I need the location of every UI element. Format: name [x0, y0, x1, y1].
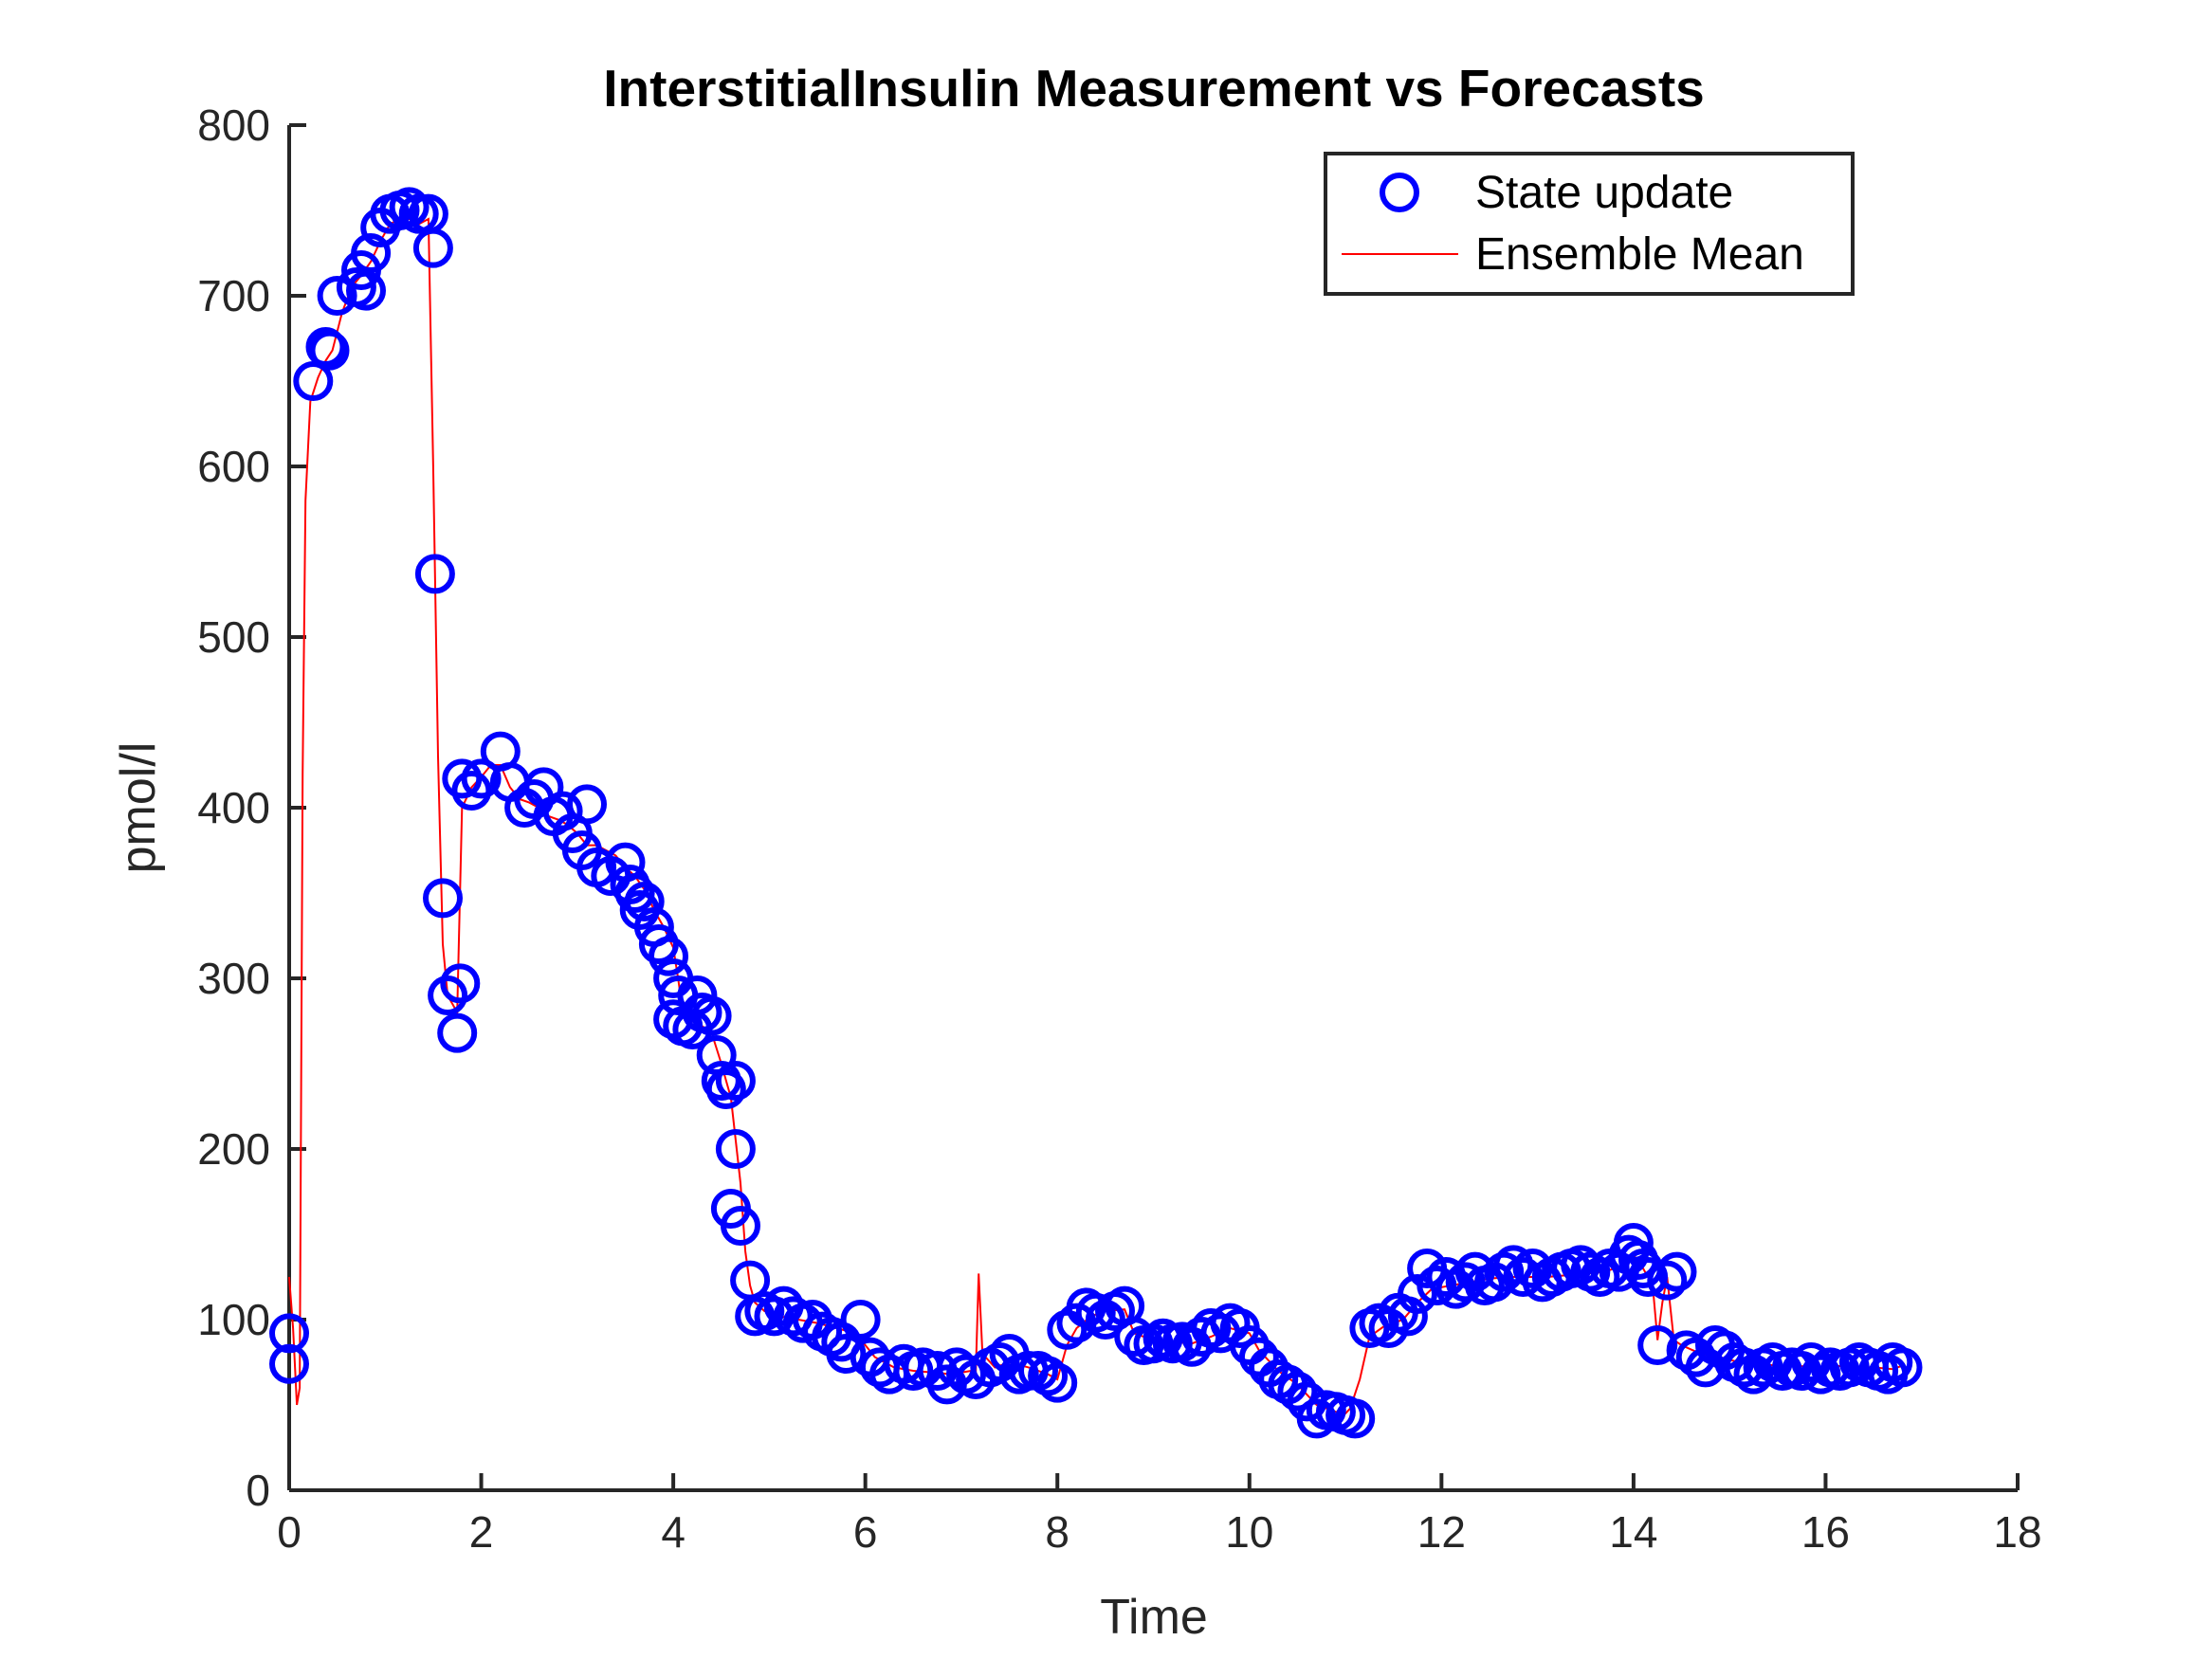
state-update-marker	[1628, 1257, 1669, 1297]
state-update-marker	[1675, 1337, 1716, 1377]
state-update-marker	[715, 1061, 756, 1101]
x-tick-label: 18	[1993, 1507, 2041, 1557]
state-update-marker	[1277, 1371, 1318, 1412]
x-axis-label: Time	[1100, 1590, 1208, 1645]
state-update-marker	[624, 882, 665, 921]
state-update-marker	[1580, 1257, 1620, 1297]
state-update-marker	[754, 1296, 795, 1337]
state-update-marker	[351, 233, 392, 273]
state-update-marker	[1387, 1296, 1428, 1337]
state-update-marker	[1445, 1262, 1486, 1303]
state-update-marker	[649, 936, 688, 976]
state-update-marker	[1484, 1251, 1525, 1292]
y-tick-label: 200	[197, 1124, 270, 1174]
state-update-marker	[653, 999, 694, 1040]
state-update-series	[269, 187, 1923, 1439]
state-update-marker	[414, 554, 455, 594]
state-update-marker	[269, 1313, 309, 1354]
state-update-marker	[428, 975, 468, 1015]
state-update-marker	[1296, 1398, 1337, 1439]
state-update-marker	[412, 228, 453, 268]
state-update-marker	[346, 270, 386, 311]
state-update-marker	[1426, 1257, 1467, 1297]
state-update-marker	[1028, 1356, 1069, 1396]
state-update-marker	[440, 963, 481, 1004]
state-update-marker	[1037, 1362, 1078, 1403]
y-tick-label: 500	[197, 612, 270, 662]
state-update-marker	[1656, 1251, 1697, 1292]
state-update-marker	[705, 1069, 746, 1109]
state-update-marker	[1238, 1337, 1279, 1377]
legend-marker-state-update	[1380, 173, 1419, 212]
y-axis-label: pmol/l	[111, 742, 166, 874]
state-update-marker	[1075, 1292, 1116, 1333]
legend-label-state-update: State update	[1475, 168, 1733, 218]
y-tick-label: 800	[197, 100, 270, 150]
x-tick-label: 8	[1045, 1507, 1069, 1557]
state-update-marker	[1782, 1351, 1822, 1391]
state-update-marker	[293, 361, 334, 401]
state-update-marker	[1417, 1266, 1457, 1305]
y-tick-label: 700	[197, 271, 270, 320]
state-update-marker	[451, 771, 492, 811]
state-update-marker	[1047, 1309, 1088, 1350]
x-tick-label: 10	[1225, 1507, 1273, 1557]
state-update-marker	[1801, 1354, 1841, 1395]
state-update-marker	[1613, 1223, 1654, 1263]
x-ticks: 0 2 4 6 8 10 12 14 16 18	[277, 1473, 2042, 1557]
state-update-marker	[1724, 1347, 1764, 1388]
state-update-marker	[1503, 1257, 1544, 1297]
x-tick-label: 4	[661, 1507, 686, 1557]
y-tick-label: 600	[197, 442, 270, 491]
state-update-marker	[721, 1206, 760, 1246]
state-update-marker	[1637, 1325, 1678, 1365]
x-tick-label: 0	[277, 1507, 302, 1557]
state-update-marker	[423, 878, 463, 919]
legend-label-ensemble-mean: Ensemble Mean	[1475, 229, 1804, 280]
state-update-marker	[691, 995, 732, 1036]
state-update-marker	[317, 276, 357, 316]
y-tick-label: 0	[246, 1466, 270, 1515]
legend-box	[1324, 152, 1855, 296]
y-tick-label: 300	[197, 954, 270, 1003]
state-update-marker	[715, 1129, 756, 1169]
y-tick-label: 100	[197, 1295, 270, 1344]
state-update-marker	[1882, 1347, 1923, 1388]
state-update-marker	[437, 1012, 478, 1053]
state-update-marker	[614, 873, 655, 913]
state-update-marker	[1493, 1245, 1534, 1285]
state-update-marker	[461, 758, 502, 799]
state-update-marker	[442, 758, 483, 799]
state-update-marker	[1335, 1398, 1376, 1439]
state-update-marker	[567, 784, 607, 825]
state-update-marker	[1114, 1317, 1155, 1357]
state-update-marker	[542, 791, 583, 831]
x-tick-label: 16	[1801, 1507, 1850, 1557]
y-ticks: 0 100 200 300 400 500 600 700 800	[197, 100, 306, 1515]
state-update-marker	[826, 1334, 867, 1374]
state-update-marker	[305, 327, 346, 367]
x-tick-label: 14	[1609, 1507, 1657, 1557]
legend: State update Ensemble Mean	[1324, 152, 1855, 296]
state-update-marker	[638, 924, 679, 964]
y-tick-label: 400	[197, 783, 270, 832]
state-update-marker	[309, 330, 350, 371]
state-update-marker	[1647, 1260, 1688, 1301]
x-tick-label: 6	[853, 1507, 878, 1557]
state-update-marker	[1398, 1274, 1437, 1314]
state-update-marker	[269, 1343, 309, 1384]
chart-title: InterstitialInsulin Measurement vs Forec…	[603, 59, 1705, 118]
state-update-marker	[389, 187, 430, 228]
x-tick-label: 2	[469, 1507, 494, 1557]
x-tick-label: 12	[1417, 1507, 1466, 1557]
state-update-marker	[840, 1300, 881, 1340]
